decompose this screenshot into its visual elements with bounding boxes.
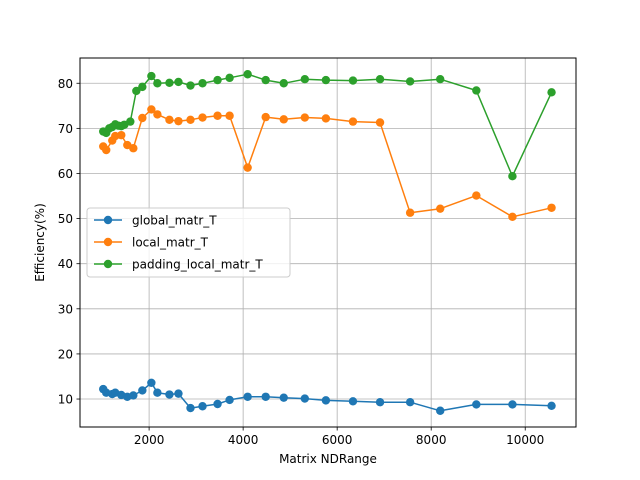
x-tick-label: 4000 <box>228 433 259 447</box>
y-tick-label: 60 <box>58 167 73 181</box>
data-point-padding-local-matr-t <box>508 171 517 181</box>
y-tick-label: 70 <box>58 122 73 136</box>
y-tick-label: 80 <box>58 77 73 91</box>
data-point-local-matr-t <box>102 145 111 155</box>
data-point-padding-local-matr-t <box>147 71 156 81</box>
data-point-padding-local-matr-t <box>321 75 331 85</box>
y-tick-label: 50 <box>58 212 73 226</box>
data-point-global-matr-t <box>321 396 331 405</box>
data-point-global-matr-t <box>508 400 517 409</box>
data-point-padding-local-matr-t <box>405 77 415 86</box>
legend-marker-global-matr-t <box>103 215 113 225</box>
legend-marker-local-matr-t <box>103 237 113 247</box>
data-point-local-matr-t <box>138 113 147 123</box>
legend-marker-padding-local-matr-t <box>103 259 113 269</box>
data-point-global-matr-t <box>243 392 252 401</box>
data-point-global-matr-t <box>261 392 270 401</box>
data-point-global-matr-t <box>300 394 310 403</box>
series-line-local-matr-t <box>102 108 552 218</box>
series-group <box>99 70 556 415</box>
data-point-local-matr-t <box>243 163 252 172</box>
data-point-local-matr-t <box>198 113 207 122</box>
data-point-padding-local-matr-t <box>279 79 288 88</box>
y-tick-label: 40 <box>58 257 73 271</box>
data-point-global-matr-t <box>174 389 183 398</box>
data-point-padding-local-matr-t <box>153 79 162 88</box>
data-point-local-matr-t <box>117 130 126 140</box>
data-point-padding-local-matr-t <box>198 79 207 88</box>
data-point-global-matr-t <box>225 395 234 405</box>
data-point-local-matr-t <box>153 110 162 119</box>
legend-label-global-matr-t: global_matr_T <box>132 214 217 228</box>
axes-frame <box>79 57 577 428</box>
x-tick-label: 2000 <box>134 433 165 447</box>
data-point-global-matr-t <box>165 390 174 399</box>
data-point-padding-local-matr-t <box>225 73 234 83</box>
data-point-local-matr-t <box>436 204 445 213</box>
data-point-global-matr-t <box>153 388 162 397</box>
data-point-local-matr-t <box>225 111 234 120</box>
data-point-global-matr-t <box>436 406 445 415</box>
data-point-padding-local-matr-t <box>547 88 556 97</box>
data-point-padding-local-matr-t <box>436 75 445 84</box>
data-point-padding-local-matr-t <box>174 77 183 87</box>
data-point-padding-local-matr-t <box>186 81 195 90</box>
data-point-global-matr-t <box>129 391 138 400</box>
data-point-global-matr-t <box>147 378 156 387</box>
data-point-global-matr-t <box>279 393 288 402</box>
data-point-global-matr-t <box>213 399 222 409</box>
data-point-local-matr-t <box>213 111 222 120</box>
data-point-local-matr-t <box>508 212 517 221</box>
y-tick-label: 30 <box>58 302 73 316</box>
data-point-global-matr-t <box>472 400 481 409</box>
data-point-local-matr-t <box>165 115 174 125</box>
x-axis-label: Matrix NDRange <box>279 452 377 466</box>
data-point-local-matr-t <box>261 112 270 122</box>
data-point-global-matr-t <box>405 397 415 407</box>
data-point-padding-local-matr-t <box>375 75 385 84</box>
data-point-local-matr-t <box>174 116 183 126</box>
data-point-global-matr-t <box>186 403 195 413</box>
data-point-local-matr-t <box>321 114 331 123</box>
data-point-global-matr-t <box>198 402 207 411</box>
data-point-local-matr-t <box>375 118 385 127</box>
data-point-padding-local-matr-t <box>300 75 310 84</box>
data-point-padding-local-matr-t <box>165 78 174 88</box>
data-point-padding-local-matr-t <box>261 75 270 85</box>
data-point-global-matr-t <box>138 386 147 395</box>
x-tick-label: 6000 <box>322 433 353 447</box>
legend-box <box>86 207 291 278</box>
y-axis-ticks: 10 20 30 40 50 60 70 80 <box>58 77 80 407</box>
x-tick-label: 8000 <box>416 433 447 447</box>
data-point-global-matr-t <box>547 401 556 410</box>
data-point-padding-local-matr-t <box>348 76 358 85</box>
data-point-local-matr-t <box>472 191 481 200</box>
x-tick-label: 10000 <box>506 433 544 447</box>
x-axis-ticks: 2000 4000 6000 8000 10000 <box>134 427 544 447</box>
data-point-padding-local-matr-t <box>472 86 481 95</box>
y-tick-label: 20 <box>58 347 73 361</box>
legend-label-padding-local-matr-t: padding_local_matr_T <box>132 258 263 272</box>
data-point-global-matr-t <box>375 397 385 407</box>
data-point-local-matr-t <box>147 105 156 114</box>
data-point-padding-local-matr-t <box>132 86 141 96</box>
y-tick-label: 10 <box>58 393 73 407</box>
data-point-local-matr-t <box>129 144 138 153</box>
data-point-local-matr-t <box>547 203 556 212</box>
data-point-padding-local-matr-t <box>213 75 222 85</box>
data-point-local-matr-t <box>300 113 310 122</box>
y-axis-label: Efficiency(%) <box>33 203 47 282</box>
data-point-padding-local-matr-t <box>138 82 147 92</box>
data-point-padding-local-matr-t <box>243 70 252 79</box>
data-point-local-matr-t <box>348 117 358 126</box>
legend-label-local-matr-t: local_matr_T <box>132 236 209 250</box>
legend: global_matr_T local_matr_T padding_local_m… <box>86 207 291 278</box>
data-point-local-matr-t <box>405 208 415 217</box>
data-point-global-matr-t <box>348 397 358 406</box>
data-point-local-matr-t <box>279 115 288 124</box>
data-point-padding-local-matr-t <box>126 117 135 126</box>
data-point-local-matr-t <box>186 115 195 125</box>
